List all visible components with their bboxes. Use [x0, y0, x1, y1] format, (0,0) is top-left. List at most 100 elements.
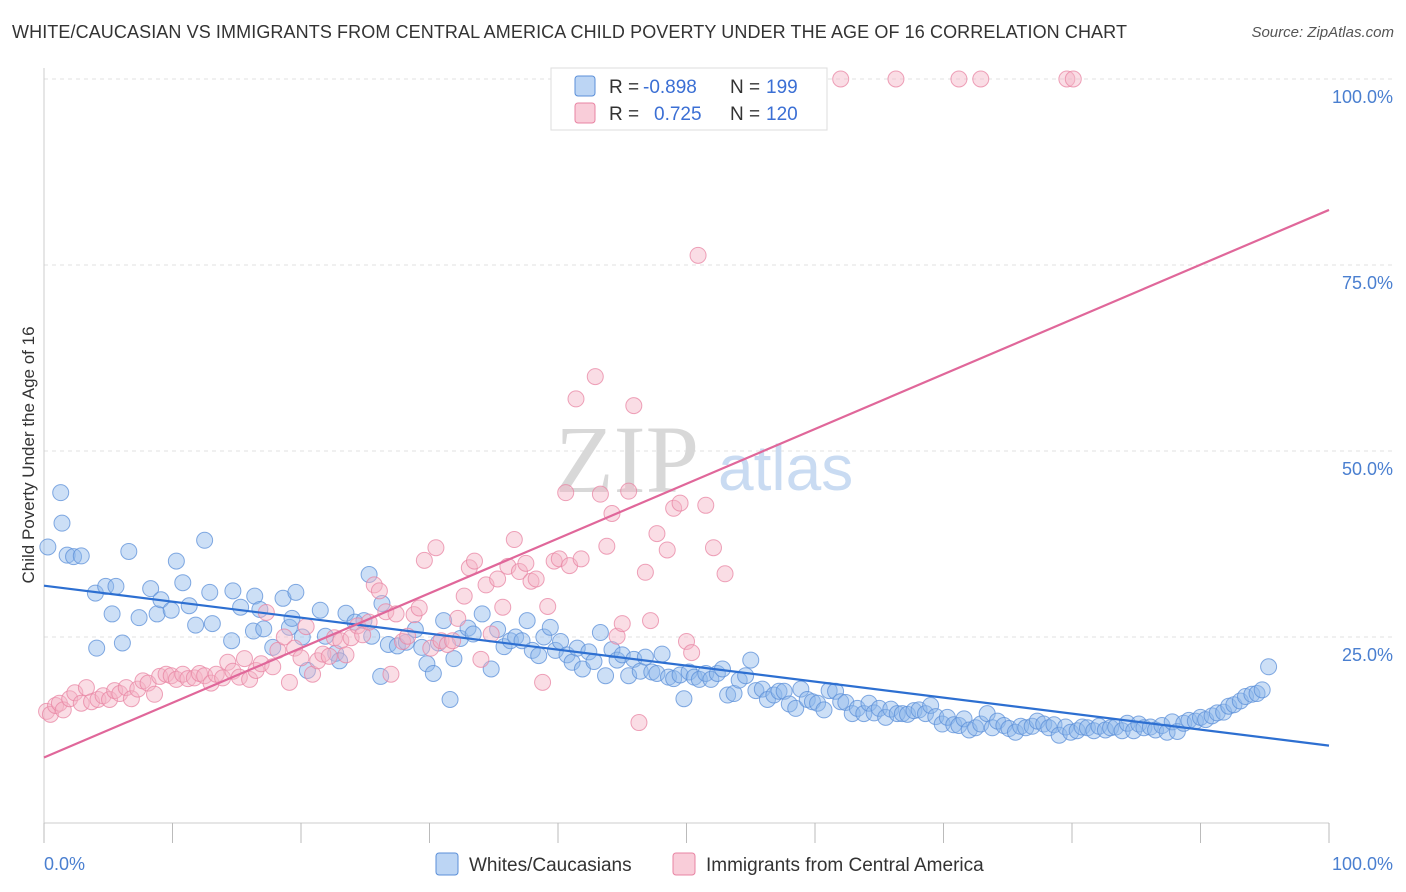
point-immigrants-101 — [608, 627, 626, 645]
point-whites-59 — [441, 690, 459, 708]
point-immigrants-116 — [704, 539, 722, 557]
point-whites-147 — [945, 716, 963, 734]
point-immigrants-64 — [394, 632, 412, 650]
point-immigrants-84 — [505, 531, 523, 549]
point-whites-55 — [418, 655, 436, 673]
point-whites-19 — [174, 574, 192, 592]
point-whites-98 — [671, 666, 689, 684]
point-immigrants-119 — [887, 70, 905, 88]
chart-title: WHITE/CAUCASIAN VS IMMIGRANTS FROM CENTR… — [12, 22, 1128, 42]
y-tick-label-3: 100.0% — [1332, 87, 1393, 107]
point-immigrants-121 — [972, 70, 990, 88]
point-whites-142 — [917, 705, 935, 723]
point-immigrants-88 — [527, 570, 545, 588]
watermark-atlas: atlas — [718, 432, 853, 504]
point-whites-26 — [224, 582, 242, 600]
point-immigrants-17 — [129, 680, 147, 698]
point-whites-86 — [603, 641, 621, 659]
legend-swatch-whites — [574, 75, 596, 97]
point-immigrants-89 — [534, 673, 552, 691]
point-immigrants-1 — [41, 705, 59, 723]
point-immigrants-123 — [1064, 70, 1082, 88]
point-immigrants-50 — [314, 645, 332, 663]
point-immigrants-90 — [539, 597, 557, 615]
point-immigrants-82 — [494, 598, 512, 616]
point-whites-48 — [372, 667, 390, 685]
point-immigrants-27 — [185, 669, 203, 687]
point-whites-85 — [597, 667, 615, 685]
point-whites-54 — [413, 638, 431, 656]
point-whites-15 — [148, 605, 166, 623]
point-whites-1 — [53, 514, 71, 532]
point-whites-107 — [719, 686, 737, 704]
point-whites-27 — [232, 598, 250, 616]
point-immigrants-109 — [658, 541, 676, 559]
point-immigrants-107 — [642, 612, 660, 630]
point-whites-110 — [737, 667, 755, 685]
trend-lines — [43, 208, 1330, 759]
x-tick-label-left: 0.0% — [44, 854, 85, 874]
point-whites-129 — [843, 705, 861, 723]
point-immigrants-92 — [550, 550, 568, 568]
y-axis-title: Child Poverty Under the Age of 16 — [19, 326, 38, 583]
point-immigrants-62 — [382, 665, 400, 683]
point-whites-95 — [653, 645, 671, 663]
point-whites-117 — [775, 682, 793, 700]
watermark-zip: ZIP — [555, 406, 699, 513]
legend-r-value-whites: -0.898 — [643, 77, 697, 98]
point-whites-127 — [832, 693, 850, 711]
point-whites-28 — [244, 622, 262, 640]
point-immigrants-112 — [678, 632, 695, 650]
point-immigrants-54 — [337, 646, 355, 664]
point-immigrants-120 — [950, 70, 968, 88]
legend-n-label-immigrants: N = — [730, 104, 760, 125]
trend-line-immigrants — [43, 208, 1330, 759]
point-immigrants-118 — [832, 70, 850, 88]
legend-r-label-immigrants: R = — [609, 104, 639, 125]
point-whites-12 — [120, 542, 138, 560]
point-immigrants-108 — [648, 525, 666, 543]
point-immigrants-67 — [410, 599, 428, 617]
point-immigrants-77 — [465, 552, 483, 570]
point-whites-200 — [1243, 685, 1261, 703]
bottom-legend-label-whites: Whites/Caucasians — [469, 855, 632, 876]
point-whites-5 — [72, 547, 90, 565]
point-whites-14 — [142, 580, 160, 598]
point-immigrants-122 — [1058, 70, 1076, 88]
legend-box — [550, 67, 828, 131]
point-immigrants-81 — [489, 570, 507, 588]
y-tick-label-2: 75.0% — [1342, 273, 1393, 293]
point-whites-21 — [187, 616, 205, 634]
point-immigrants-93 — [557, 484, 575, 502]
point-whites-22 — [196, 531, 214, 549]
point-whites-71 — [518, 612, 536, 630]
point-whites-10 — [107, 577, 125, 595]
watermark: ZIP atlas — [555, 406, 853, 513]
point-whites-47 — [363, 627, 381, 645]
point-whites-58 — [435, 612, 453, 630]
point-whites-42 — [331, 652, 349, 670]
point-whites-32 — [264, 638, 282, 656]
point-immigrants-68 — [415, 551, 433, 569]
point-whites-108 — [725, 685, 743, 703]
point-immigrants-47 — [297, 618, 315, 636]
point-whites-46 — [360, 566, 378, 584]
point-immigrants-103 — [620, 482, 638, 500]
point-immigrants-113 — [683, 644, 701, 662]
point-immigrants-111 — [671, 494, 689, 512]
legend-bottom: Whites/Caucasians Immigrants from Centra… — [435, 852, 984, 876]
point-whites-202 — [1253, 681, 1271, 699]
point-immigrants-104 — [625, 397, 643, 415]
point-whites-102 — [690, 670, 708, 688]
y-tick-label-0: 25.0% — [1342, 645, 1393, 665]
point-whites-9 — [103, 605, 121, 623]
source-credit: Source: ZipAtlas.com — [1251, 24, 1394, 41]
point-whites-0 — [39, 538, 57, 556]
point-whites-92 — [636, 648, 654, 666]
point-whites-35 — [283, 609, 301, 627]
point-immigrants-51 — [320, 647, 338, 665]
point-whites-6 — [88, 639, 106, 657]
point-whites-75 — [541, 618, 559, 636]
point-whites-29 — [246, 587, 264, 605]
point-immigrants-105 — [630, 714, 648, 732]
